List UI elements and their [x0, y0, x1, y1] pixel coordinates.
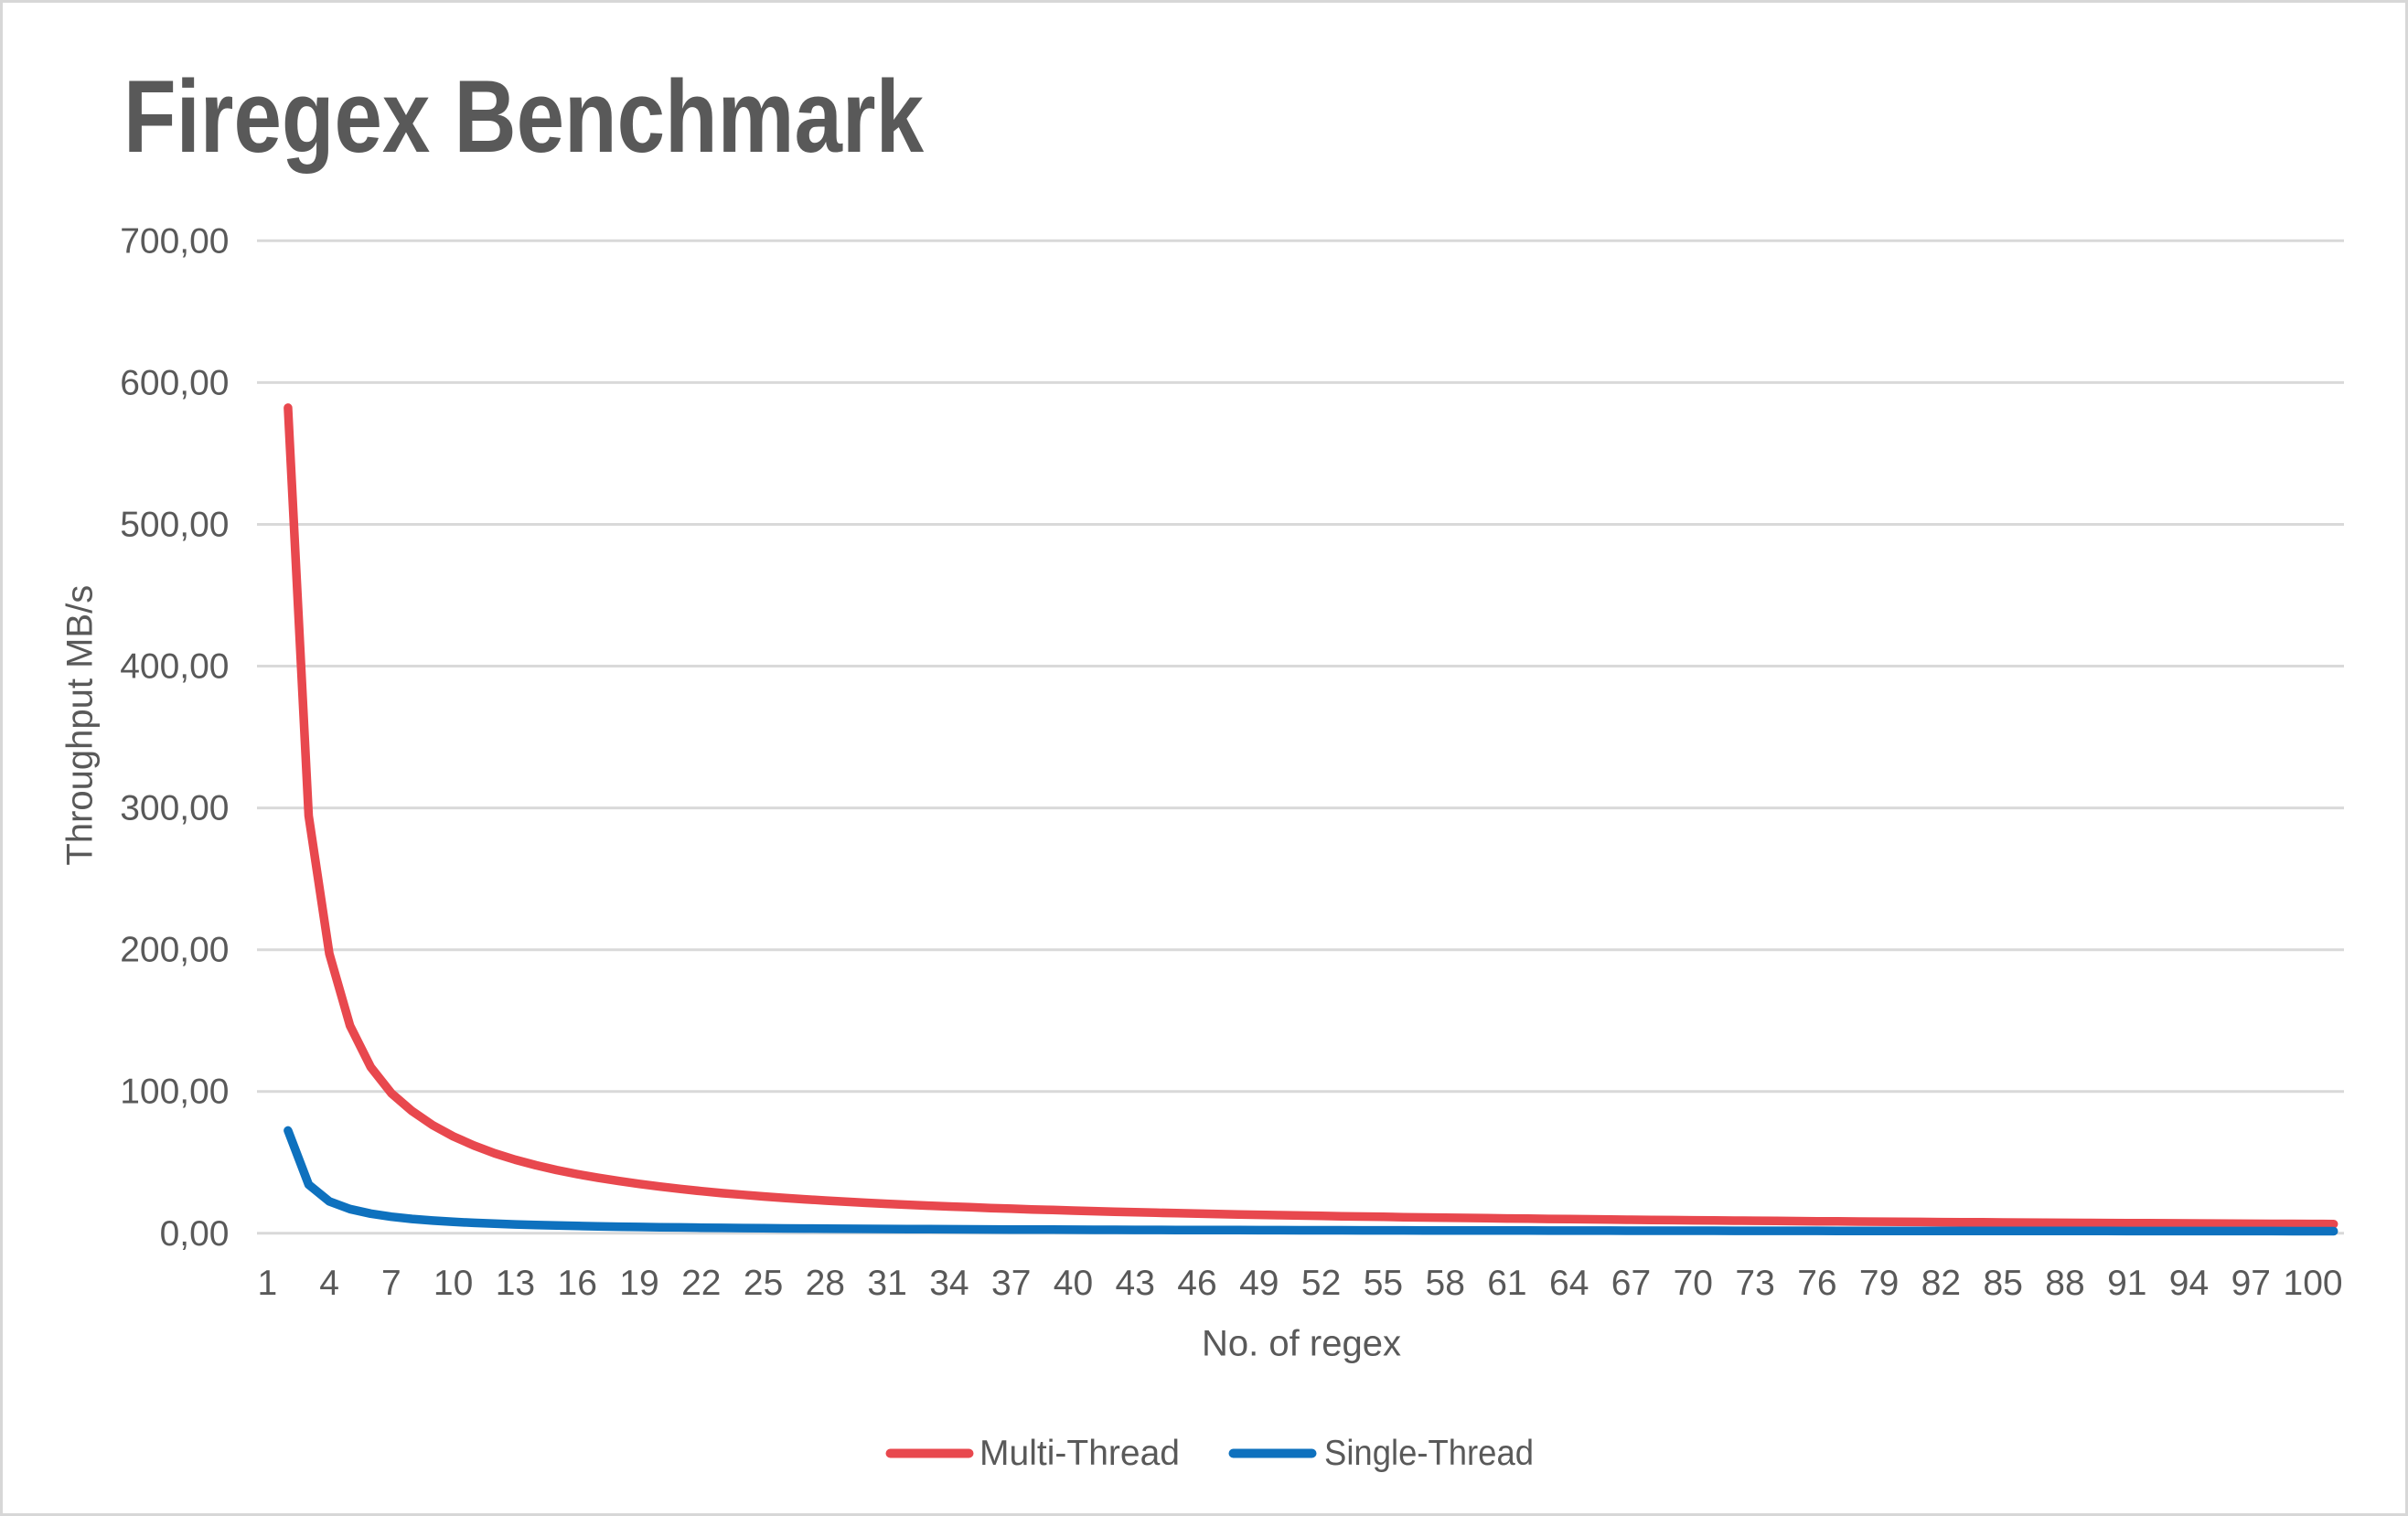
svg-text:300,00: 300,00 [120, 789, 229, 828]
svg-text:64: 64 [1549, 1264, 1589, 1303]
svg-text:Throughput MB/s: Throughput MB/s [60, 585, 101, 866]
svg-text:100: 100 [2284, 1264, 2343, 1303]
svg-text:400,00: 400,00 [120, 647, 229, 687]
svg-text:Single-Thread: Single-Thread [1324, 1434, 1534, 1473]
svg-text:79: 79 [1859, 1264, 1899, 1303]
svg-text:200,00: 200,00 [120, 931, 229, 970]
svg-text:25: 25 [744, 1264, 783, 1303]
svg-text:76: 76 [1797, 1264, 1836, 1303]
svg-text:16: 16 [558, 1264, 597, 1303]
svg-text:61: 61 [1487, 1264, 1526, 1303]
svg-text:22: 22 [681, 1264, 721, 1303]
svg-text:67: 67 [1611, 1264, 1651, 1303]
svg-text:1: 1 [257, 1264, 277, 1303]
svg-text:19: 19 [619, 1264, 658, 1303]
svg-text:46: 46 [1177, 1264, 1216, 1303]
svg-text:82: 82 [1921, 1264, 1961, 1303]
svg-text:10: 10 [433, 1264, 473, 1303]
svg-text:97: 97 [2231, 1264, 2271, 1303]
svg-text:94: 94 [2169, 1264, 2209, 1303]
svg-text:28: 28 [806, 1264, 845, 1303]
svg-text:70: 70 [1674, 1264, 1713, 1303]
svg-text:4: 4 [319, 1264, 339, 1303]
svg-text:52: 52 [1301, 1264, 1341, 1303]
svg-text:700,00: 700,00 [120, 221, 229, 261]
svg-text:58: 58 [1426, 1264, 1465, 1303]
svg-text:73: 73 [1735, 1264, 1774, 1303]
svg-text:55: 55 [1364, 1264, 1403, 1303]
svg-text:No. of regex: No. of regex [1202, 1324, 1401, 1364]
svg-text:40: 40 [1054, 1264, 1093, 1303]
svg-text:600,00: 600,00 [120, 363, 229, 402]
svg-text:100,00: 100,00 [120, 1073, 229, 1112]
svg-text:13: 13 [496, 1264, 535, 1303]
svg-text:31: 31 [867, 1264, 906, 1303]
svg-text:34: 34 [929, 1264, 969, 1303]
svg-text:88: 88 [2045, 1264, 2084, 1303]
svg-text:7: 7 [381, 1264, 401, 1303]
svg-text:Multi-Thread: Multi-Thread [979, 1434, 1180, 1473]
svg-text:85: 85 [1984, 1264, 2023, 1303]
svg-text:49: 49 [1239, 1264, 1279, 1303]
svg-text:500,00: 500,00 [120, 506, 229, 545]
svg-text:37: 37 [991, 1264, 1031, 1303]
svg-text:0,00: 0,00 [160, 1214, 230, 1254]
svg-text:Firegex Benchmark: Firegex Benchmark [123, 59, 925, 174]
svg-text:91: 91 [2107, 1264, 2146, 1303]
svg-text:43: 43 [1116, 1264, 1155, 1303]
